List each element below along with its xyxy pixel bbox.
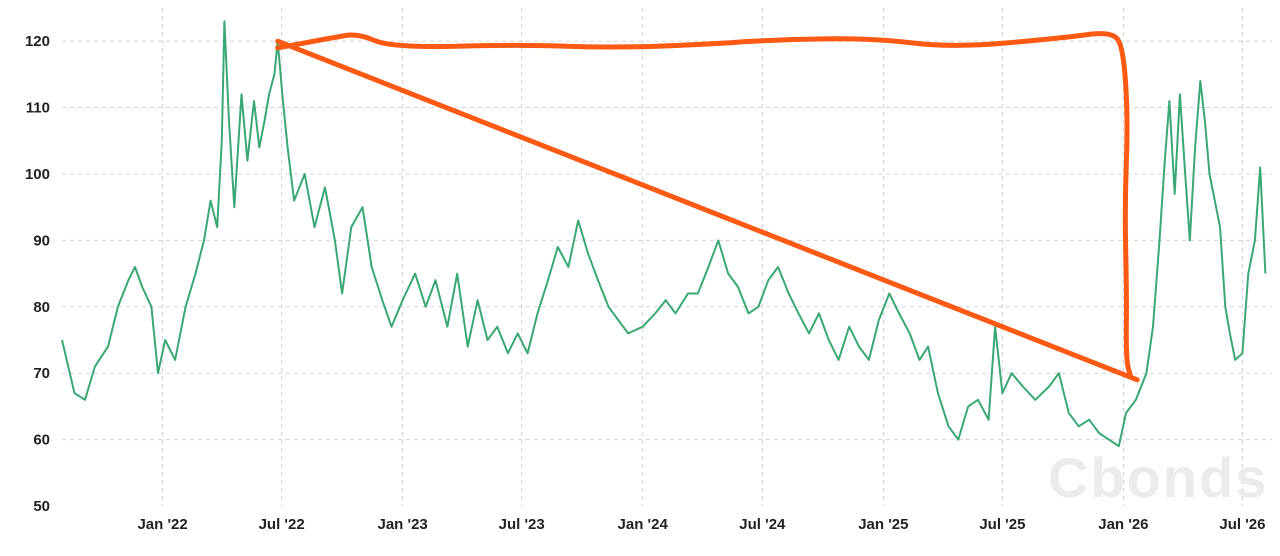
x-tick-label: Jul '24: [739, 516, 786, 533]
x-tick-label: Jan '23: [378, 516, 428, 533]
y-tick-label: 70: [33, 365, 50, 382]
watermark-logo: Cbonds: [1048, 446, 1268, 509]
y-tick-label: 120: [25, 33, 50, 50]
y-tick-label: 50: [33, 498, 50, 515]
x-tick-label: Jul '26: [1219, 516, 1265, 533]
annotation-layer: [275, 31, 1140, 383]
x-axis-tick-labels: Jan '22 Jul '22 Jan '23 Jul '23 Jan '24 Jul '…: [137, 516, 1265, 533]
series-layer: [61, 20, 1267, 448]
y-tick-label: 110: [26, 100, 50, 117]
x-tick-label: Jan '25: [858, 516, 908, 533]
x-tick-label: Jul '25: [979, 516, 1025, 533]
x-tick-label: Jan '22: [137, 516, 187, 533]
annotation-bracket: [275, 31, 1134, 379]
x-tick-label: Jan '26: [1098, 516, 1148, 533]
x-tick-label: Jul '23: [499, 516, 545, 533]
y-tick-label: 60: [33, 432, 50, 449]
price-series-line: [61, 20, 1267, 448]
annotation-trend-line: [275, 38, 1140, 383]
y-axis-tick-labels: 50 60 70 80 90 100 110 120: [25, 33, 50, 515]
y-tick-label: 90: [33, 232, 50, 249]
grid-lines: [62, 8, 1272, 506]
y-tick-label: 100: [25, 166, 50, 183]
x-tick-label: Jul '22: [259, 516, 305, 533]
y-tick-label: 80: [33, 299, 50, 316]
x-tick-label: Jan '24: [618, 516, 669, 533]
